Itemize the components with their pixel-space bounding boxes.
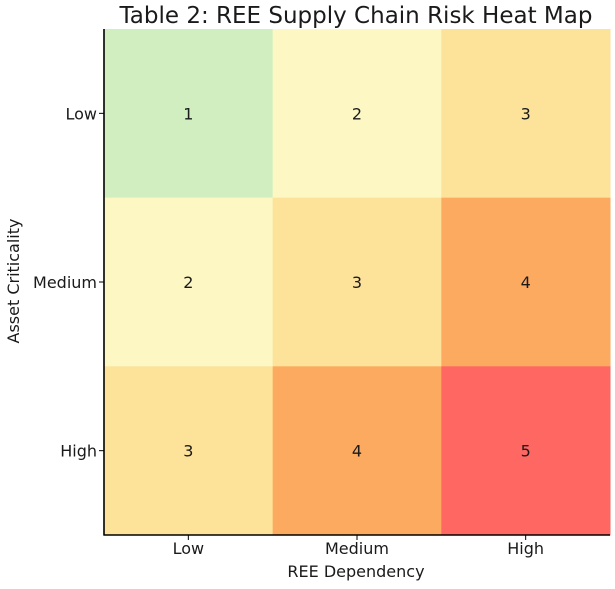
heatmap-cell	[104, 197, 274, 367]
heatmap-cell	[441, 197, 611, 367]
x-tick-label: High	[507, 539, 544, 558]
cell-value-label: 4	[521, 273, 531, 292]
heatmap-cell	[441, 366, 611, 536]
y-tick-label: High	[60, 442, 97, 461]
cell-value-label: 3	[352, 273, 362, 292]
cell-value-label: 2	[352, 104, 362, 123]
cell-value-label: 1	[183, 104, 193, 123]
y-tick-label: Medium	[33, 273, 97, 292]
cell-value-label: 4	[352, 442, 362, 461]
heatmap-cell	[104, 366, 274, 536]
heatmap-cell	[104, 29, 274, 199]
x-tick-labels: Low Medium High	[173, 535, 544, 558]
x-tick-label: Medium	[325, 539, 389, 558]
heatmap-cells	[104, 29, 611, 536]
y-tick-labels: Low Medium High	[33, 104, 104, 461]
cell-value-label: 5	[521, 442, 531, 461]
heatmap-cell	[272, 29, 442, 199]
y-axis-label: Asset Criticality	[4, 219, 23, 344]
heatmap-cell	[272, 366, 442, 536]
y-tick-label: Low	[65, 104, 97, 123]
heatmap-cell-labels: 1 2 3 2 3 4 3 4 5	[183, 104, 531, 460]
cell-value-label: 3	[521, 104, 531, 123]
heatmap-cell	[441, 29, 611, 199]
chart-title: Table 2: REE Supply Chain Risk Heat Map	[119, 3, 593, 29]
cell-value-label: 2	[183, 273, 193, 292]
cell-value-label: 3	[183, 442, 193, 461]
x-axis-label: REE Dependency	[287, 562, 424, 581]
heatmap-cell	[272, 197, 442, 367]
x-tick-label: Low	[173, 539, 205, 558]
